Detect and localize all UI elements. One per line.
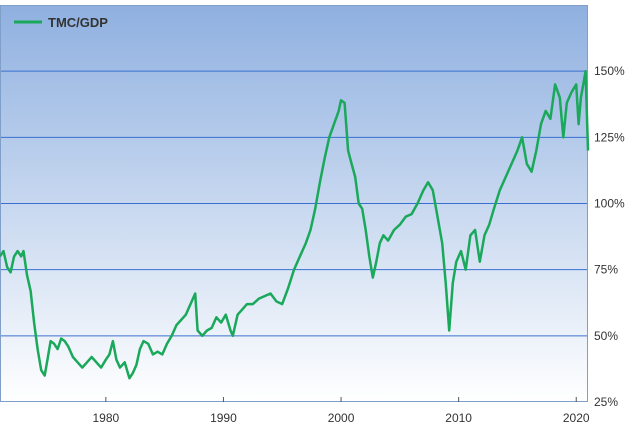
x-tick-label: 1980	[92, 411, 119, 425]
y-axis-ticks: 25% 50% 75% 100% 125% 150%	[594, 64, 625, 409]
series-line-tmc-gdp	[0, 69, 590, 380]
x-tick-label: 2010	[445, 411, 472, 425]
plot-frame	[0, 5, 588, 402]
y-tick-label: 150%	[594, 64, 625, 78]
legend: TMC/GDP	[14, 15, 108, 30]
y-tick-label: 100%	[594, 197, 625, 211]
x-axis-ticks: 1980 1990 2000 2010 2020	[92, 397, 590, 425]
x-tick-label: 2000	[328, 411, 355, 425]
x-tick-label: 2020	[563, 411, 590, 425]
x-tick-label: 1990	[210, 411, 237, 425]
y-tick-label: 125%	[594, 130, 625, 144]
y-tick-label: 25%	[594, 395, 618, 409]
y-tick-label: 50%	[594, 329, 618, 343]
legend-label: TMC/GDP	[48, 15, 108, 30]
y-tick-label: 75%	[594, 263, 618, 277]
